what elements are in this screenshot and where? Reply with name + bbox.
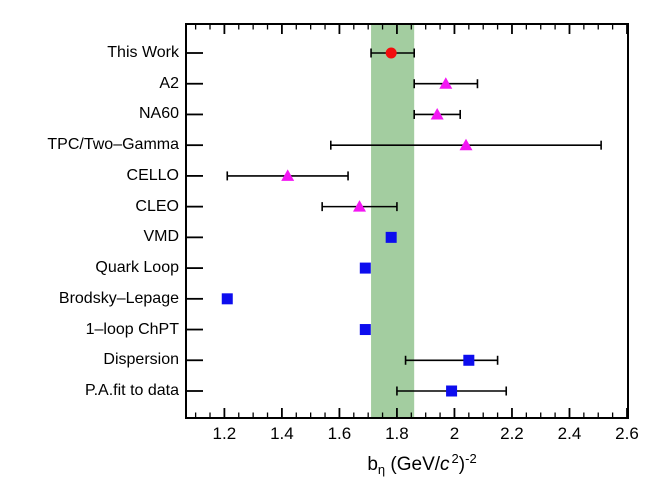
data-point-marker-square: [385, 231, 397, 243]
x-tick-label: 2.4: [557, 424, 582, 443]
data-point-marker-square: [359, 324, 371, 336]
x-axis-title-c-superscript: 2: [451, 451, 459, 466]
data-point-marker-triangle: [281, 169, 295, 181]
data-point-marker-square: [446, 385, 458, 397]
category-label: TPC/Two–Gamma: [47, 136, 179, 154]
plot-area: [185, 23, 629, 419]
x-tick-label: 1.6: [327, 424, 352, 443]
category-label: A2: [159, 74, 179, 92]
category-label: NA60: [138, 105, 179, 123]
x-axis-title-mid: (GeV/: [385, 454, 441, 475]
x-tick-label: 1.8: [385, 424, 409, 443]
plot-canvas: [187, 25, 627, 417]
category-label: P.A.fit to data: [85, 381, 179, 399]
data-point-marker-triangle: [459, 138, 473, 151]
category-label: Dispersion: [103, 351, 179, 369]
confidence-band: [371, 25, 415, 417]
category-label: Brodsky–Lepage: [58, 289, 179, 307]
data-point-marker-square: [463, 354, 475, 366]
x-tick-label: 1.2: [212, 424, 237, 443]
x-tick-label: 2.2: [500, 424, 524, 443]
category-label: CELLO: [126, 166, 179, 184]
data-point-marker-triangle: [439, 77, 453, 89]
data-point-marker-circle: [385, 47, 397, 59]
category-label: 1–loop ChPT: [85, 320, 179, 338]
category-label: VMD: [143, 228, 179, 246]
x-axis-title-end-superscript: -2: [465, 451, 477, 466]
category-label: CLEO: [135, 197, 179, 215]
x-axis-title-c: c: [440, 454, 450, 475]
x-tick-label: 2.6: [615, 424, 639, 443]
category-label: Quark Loop: [95, 259, 179, 277]
category-label: This Work: [107, 44, 179, 61]
x-axis-title-base: b: [367, 454, 378, 475]
data-point-marker-triangle: [430, 108, 444, 120]
data-point-marker-square: [221, 293, 233, 305]
x-axis-title-subscript: η: [377, 462, 386, 477]
x-tick-label: 2: [449, 424, 460, 443]
x-tick-label: 1.4: [270, 424, 294, 443]
x-axis-title: bη (GeV/c 2)-2: [200, 451, 644, 477]
data-point-marker-triangle: [353, 200, 366, 212]
x-axis-title-close: ): [458, 454, 466, 475]
data-point-marker-square: [359, 262, 371, 274]
